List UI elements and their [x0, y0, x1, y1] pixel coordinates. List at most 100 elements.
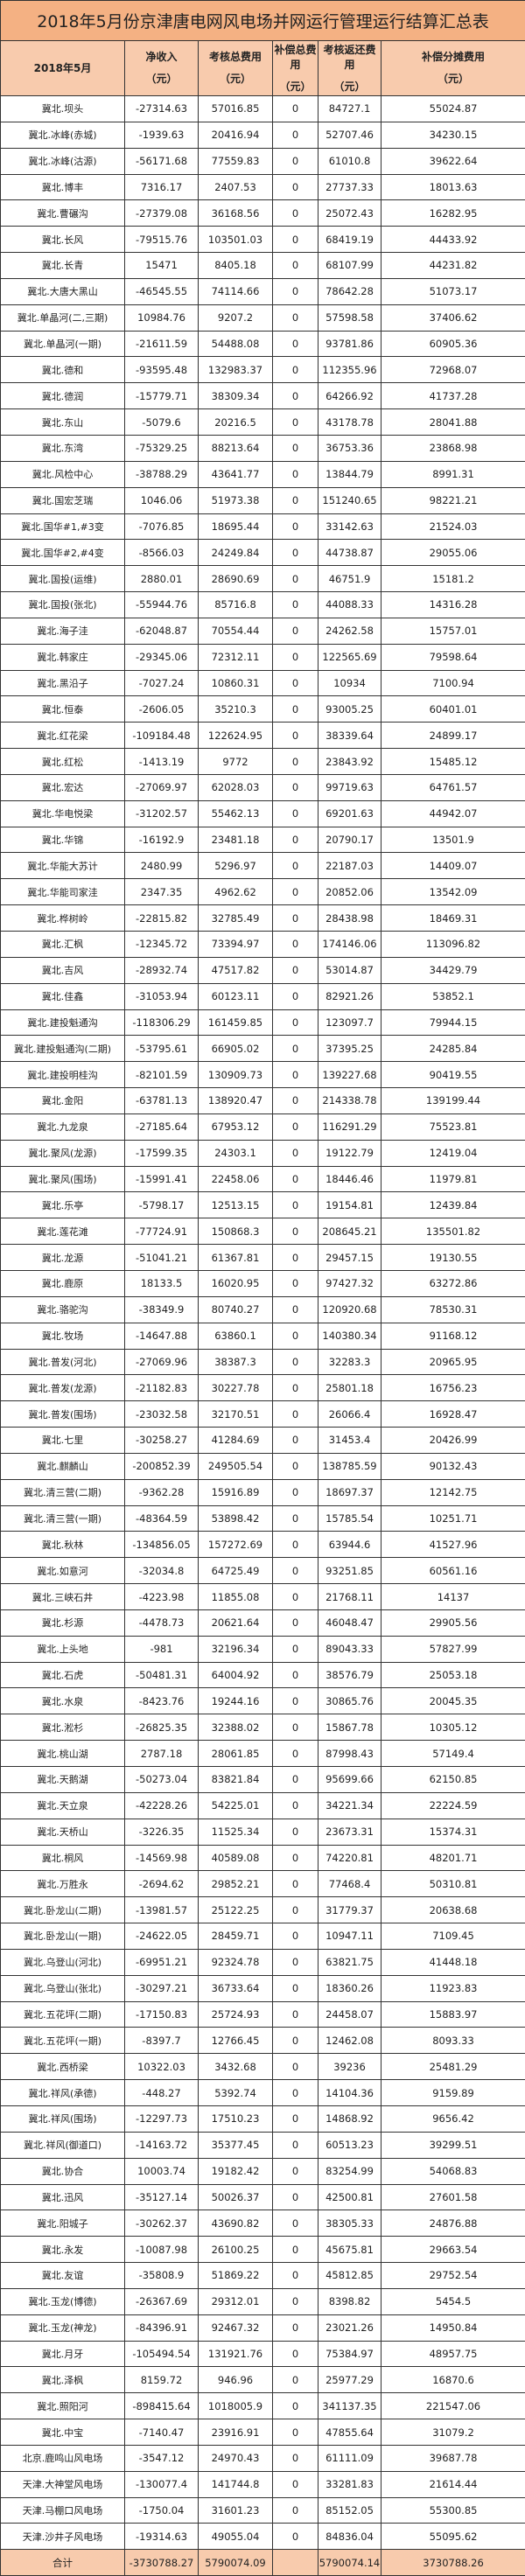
cell-assessment-fee: 83821.84 [199, 1767, 273, 1793]
cell-net-income: -1413.19 [125, 749, 199, 775]
cell-assessment-fee: 32196.34 [199, 1636, 273, 1662]
cell-compensation-share: 15181.2 [382, 566, 525, 592]
cell-compensation-fee: 0 [273, 1662, 318, 1688]
cell-compensation-share: 55095.62 [382, 2524, 525, 2550]
cell-assessment-fee: 20621.64 [199, 1609, 273, 1636]
cell-net-income: -14569.98 [125, 1845, 199, 1871]
cell-assessment-refund: 151240.65 [318, 487, 382, 513]
cell-compensation-fee: 0 [273, 1505, 318, 1532]
cell-compensation-fee: 0 [273, 1428, 318, 1454]
cell-assessment-refund: 31779.37 [318, 1897, 382, 1923]
cell-assessment-refund: 83254.99 [318, 2158, 382, 2184]
cell-compensation-share: 44433.92 [382, 227, 525, 253]
cell-net-income: 1046.06 [125, 487, 199, 513]
header-label: 补偿总费用 [273, 43, 318, 73]
cell-assessment-fee: 30227.78 [199, 1375, 273, 1401]
cell-compensation-share: 7109.45 [382, 1923, 525, 1950]
cell-compensation-fee: 0 [273, 2028, 318, 2054]
cell-net-income: -448.27 [125, 2080, 199, 2106]
cell-compensation-fee: 0 [273, 1323, 318, 1349]
cell-station-name: 冀北.大唐大黑山 [1, 278, 125, 304]
cell-station-name: 冀北.聚风(龙源) [1, 1140, 125, 1166]
cell-assessment-refund: 139227.68 [318, 1062, 382, 1088]
cell-station-name: 冀北.单晶河(二,三期) [1, 304, 125, 331]
cell-compensation-fee: 0 [273, 1949, 318, 1975]
cell-net-income: -9362.28 [125, 1479, 199, 1505]
cell-assessment-refund: 27737.33 [318, 174, 382, 200]
cell-assessment-refund: 18697.37 [318, 1479, 382, 1505]
cell-assessment-refund: 15867.78 [318, 1714, 382, 1741]
cell-net-income: -17599.35 [125, 1140, 199, 1166]
cell-compensation-fee: 0 [273, 1819, 318, 1845]
cell-compensation-fee: 0 [273, 2132, 318, 2158]
cell-net-income: -26367.69 [125, 2288, 199, 2314]
cell-compensation-share: 55024.87 [382, 96, 525, 122]
cell-compensation-fee: 0 [273, 96, 318, 122]
cell-compensation-share: 53852.1 [382, 983, 525, 1009]
cell-station-name: 冀北.莲花滩 [1, 1218, 125, 1245]
cell-station-name: 冀北.风检中心 [1, 461, 125, 487]
cell-station-name: 冀北.冰峰(沽源) [1, 148, 125, 174]
cell-assessment-refund: 43178.78 [318, 409, 382, 436]
cell-station-name: 冀北.七里 [1, 1428, 125, 1454]
cell-net-income: -32034.8 [125, 1558, 199, 1584]
cell-compensation-fee: 0 [273, 1558, 318, 1584]
cell-compensation-share: 34230.15 [382, 122, 525, 148]
cell-station-name: 冀北.杉源 [1, 1609, 125, 1636]
cell-assessment-refund: 174146.06 [318, 932, 382, 958]
cell-compensation-share: 15485.12 [382, 749, 525, 775]
cell-compensation-share: 13542.09 [382, 879, 525, 905]
cell-station-name: 冀北.建投魁通沟(二期) [1, 1036, 125, 1062]
cell-compensation-fee: 0 [273, 1897, 318, 1923]
cell-assessment-refund: 116291.29 [318, 1113, 382, 1140]
cell-compensation-fee: 0 [273, 618, 318, 644]
cell-compensation-share: 113096.82 [382, 932, 525, 958]
cell-assessment-refund: 38305.33 [318, 2210, 382, 2237]
cell-net-income: -30297.21 [125, 1975, 199, 2001]
cell-assessment-refund: 214338.78 [318, 1088, 382, 1114]
cell-net-income: -30262.37 [125, 2210, 199, 2237]
cell-net-income: -5079.6 [125, 409, 199, 436]
cell-station-name: 冀北.单晶河(一期) [1, 331, 125, 357]
cell-station-name: 冀北.佳鑫 [1, 983, 125, 1009]
cell-station-name: 冀北.水泉 [1, 1688, 125, 1714]
cell-assessment-fee: 36733.64 [199, 1975, 273, 2001]
cell-compensation-fee: 0 [273, 749, 318, 775]
cell-assessment-refund: 38339.64 [318, 723, 382, 749]
cell-station-name: 冀北.清三营(二期) [1, 1479, 125, 1505]
cell-net-income: -16192.9 [125, 827, 199, 853]
cell-assessment-fee: 161459.85 [199, 1009, 273, 1036]
cell-station-name: 冀北.汇枫 [1, 932, 125, 958]
cell-compensation-share: 16282.95 [382, 200, 525, 227]
cell-assessment-refund: 18360.26 [318, 1975, 382, 2001]
cell-compensation-fee: 0 [273, 2054, 318, 2080]
table-title: 2018年5月份京津唐电网风电场并网运行管理运行结算汇总表 [1, 1, 525, 41]
cell-assessment-refund: 138785.59 [318, 1453, 382, 1479]
cell-compensation-fee: 0 [273, 1088, 318, 1114]
cell-compensation-share: 19130.55 [382, 1245, 525, 1271]
cell-assessment-fee: 50026.37 [199, 2184, 273, 2210]
cell-compensation-share: 16928.47 [382, 1401, 525, 1428]
cell-compensation-share: 21524.03 [382, 513, 525, 540]
cell-compensation-fee: 0 [273, 253, 318, 279]
cell-assessment-fee: 249505.54 [199, 1453, 273, 1479]
cell-station-name: 冀北.建投明桂沟 [1, 1062, 125, 1088]
cell-station-name: 冀北.三峡石井 [1, 1584, 125, 1610]
cell-compensation-share: 14137 [382, 1584, 525, 1610]
cell-net-income: -17150.83 [125, 2001, 199, 2028]
cell-net-income: -7076.85 [125, 513, 199, 540]
cell-assessment-fee: 64004.92 [199, 1662, 273, 1688]
cell-compensation-share: 51073.17 [382, 278, 525, 304]
